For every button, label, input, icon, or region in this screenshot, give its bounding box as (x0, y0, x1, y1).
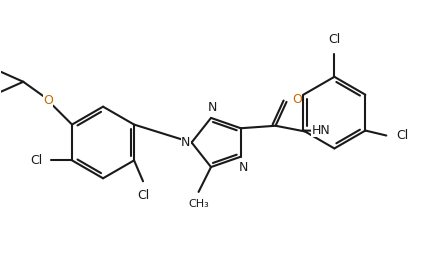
Text: O: O (43, 94, 53, 107)
Text: N: N (181, 136, 190, 149)
Text: HN: HN (312, 124, 330, 137)
Text: CH₃: CH₃ (188, 199, 209, 209)
Text: Cl: Cl (328, 33, 340, 46)
Text: Cl: Cl (396, 129, 408, 142)
Text: N: N (207, 101, 217, 114)
Text: Cl: Cl (30, 154, 42, 167)
Text: N: N (238, 161, 248, 174)
Text: O: O (292, 94, 302, 106)
Text: Cl: Cl (137, 189, 149, 202)
